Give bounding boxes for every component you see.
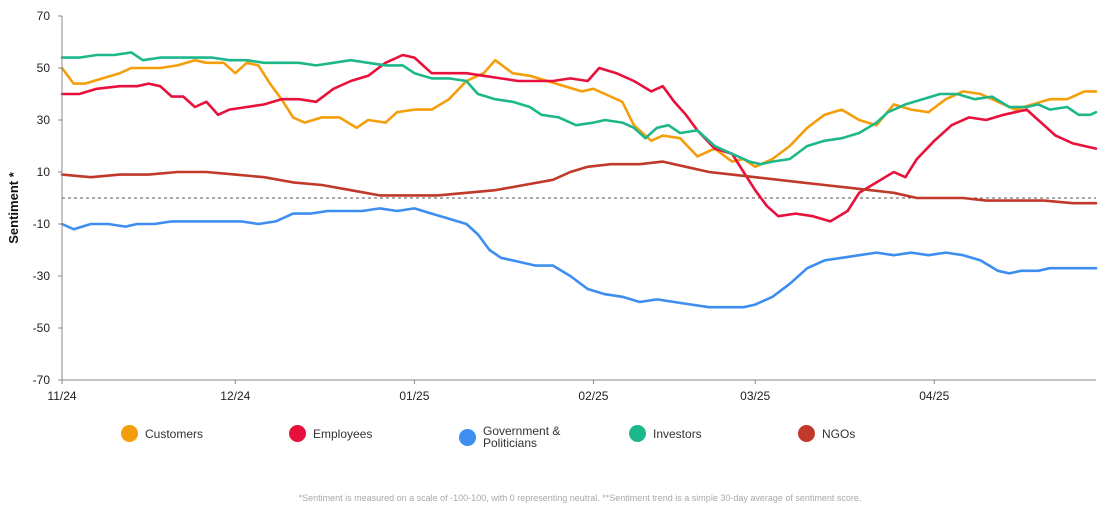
legend-swatch	[289, 425, 306, 442]
y-tick-label: 70	[37, 9, 51, 23]
legend-item: Customers	[121, 425, 240, 442]
legend-label: Employees	[313, 426, 373, 441]
x-tick-label: 02/25	[578, 389, 608, 403]
legend-swatch	[459, 428, 476, 446]
legend-label: Customers	[145, 426, 204, 441]
y-tick-label: 30	[37, 113, 51, 127]
y-tick-label: -70	[33, 373, 51, 387]
x-tick-label: 03/25	[740, 389, 770, 403]
x-tick-label: 11/24	[47, 389, 76, 403]
y-tick-label: -30	[33, 269, 51, 283]
y-tick-label: 50	[37, 61, 51, 75]
legend-label: Investors	[653, 426, 702, 441]
y-tick-label: -50	[33, 321, 51, 335]
series-line-investors	[60, 51, 1098, 166]
legend-item: Investors	[629, 425, 748, 442]
series-line-government-politicians	[60, 207, 1098, 309]
chart-axes: 70 50 30 10 -10 -30 -50 -70 11/24 12/24 01/25 02/25…	[33, 9, 1096, 403]
y-axis-label: Sentiment *	[6, 171, 21, 243]
footnote: *Sentiment is measured on a scale of -10…	[298, 493, 862, 503]
series-line-customers	[60, 58, 1098, 169]
x-tick-label: 04/25	[919, 389, 949, 403]
chart-series-lines	[60, 51, 1098, 309]
x-tick-label: 12/24	[220, 389, 250, 403]
legend-swatch	[121, 425, 138, 442]
x-tick-label: 01/25	[399, 389, 429, 403]
chart-legend: Customers Employees Government & Politicia…	[0, 420, 1106, 452]
legend-item: Government & Politicians	[459, 425, 578, 449]
legend-label: NGOs	[822, 426, 856, 441]
series-line-employees	[60, 53, 1098, 223]
y-tick-label: -10	[33, 217, 51, 231]
legend-item: Employees	[289, 425, 408, 442]
legend-item: NGOs	[798, 425, 917, 442]
legend-swatch	[629, 425, 646, 442]
series-line-ngos	[60, 160, 1098, 205]
legend-swatch	[798, 425, 815, 442]
y-tick-label: 10	[37, 165, 51, 179]
legend-label: Government & Politicians	[483, 424, 561, 450]
